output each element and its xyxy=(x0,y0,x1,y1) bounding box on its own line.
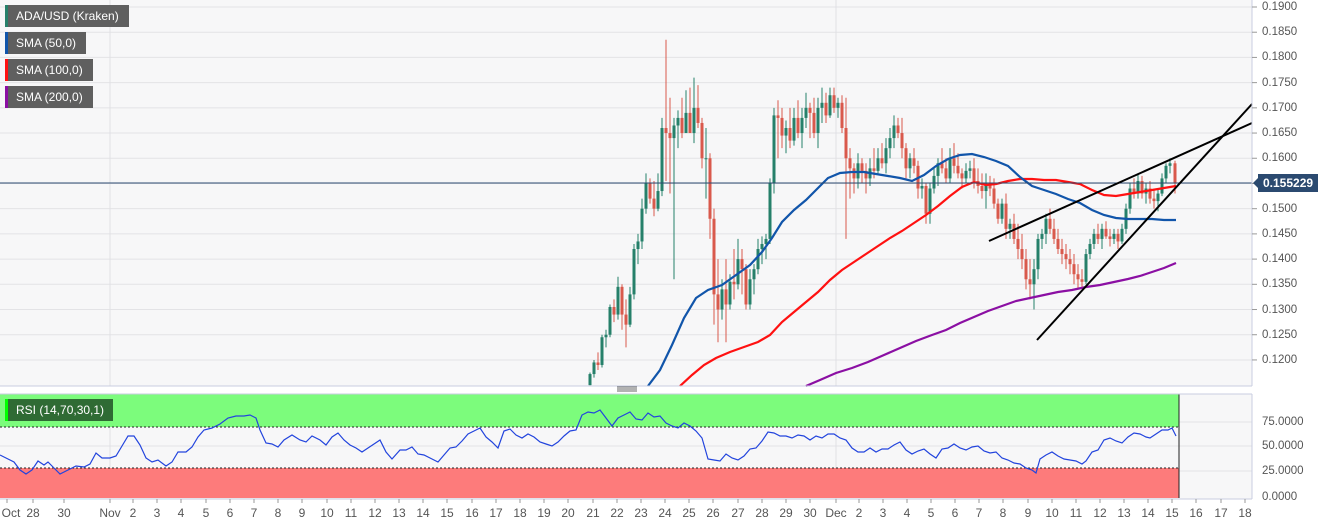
legend-sma100-label: SMA (100,0) xyxy=(16,63,83,77)
time-tick-label: 6 xyxy=(226,506,234,520)
time-tick-label: 9 xyxy=(298,506,306,520)
time-tick-label: 30 xyxy=(803,506,817,520)
price-tick-label: 0.1750 xyxy=(1262,76,1298,89)
price-tick-label: 0.1700 xyxy=(1262,101,1298,114)
rsi-tick-0: 0.0000 xyxy=(1262,491,1298,503)
time-tick-label: 11 xyxy=(1069,506,1083,520)
time-tick-label: 18 xyxy=(1238,506,1252,520)
price-tick-label: 0.1900 xyxy=(1262,1,1298,13)
time-tick-label: 25 xyxy=(682,506,696,520)
legend-instrument-label: ADA/USD (Kraken) xyxy=(16,9,119,23)
trendline-lower xyxy=(1036,103,1253,341)
rsi-line xyxy=(0,409,1177,475)
rsi-oversold-band xyxy=(0,468,1179,498)
instrument-color-swatch xyxy=(5,5,8,27)
time-tick-label: 10 xyxy=(1045,506,1059,520)
time-tick-label: Dec xyxy=(825,506,847,520)
time-tick-label: 16 xyxy=(465,506,479,520)
current-price-tag: 0.155229 xyxy=(1252,174,1319,192)
price-tick-label: 0.1500 xyxy=(1262,202,1298,215)
time-tick-label: 3 xyxy=(879,506,887,520)
price-tick-label: 0.1400 xyxy=(1262,253,1298,266)
price-tick-label: 0.1450 xyxy=(1262,227,1298,240)
price-tick-label: 0.1200 xyxy=(1262,353,1298,366)
sma-50-line xyxy=(647,152,1176,387)
legend-sma50-label: SMA (50,0) xyxy=(16,36,77,50)
price-tick-label: 0.1850 xyxy=(1262,26,1298,39)
time-tick-label: 3 xyxy=(153,506,161,520)
time-tick-label: 7 xyxy=(250,506,258,520)
time-tick-label: 7 xyxy=(975,506,983,520)
time-tick-label: 16 xyxy=(1189,506,1203,520)
time-tick-label: 20 xyxy=(561,506,575,520)
time-tick-label: 4 xyxy=(177,506,185,520)
price-tick-label: 0.1250 xyxy=(1262,328,1298,341)
trendline-upper xyxy=(988,122,1253,242)
rsi-tick-50: 50.0000 xyxy=(1262,440,1304,452)
time-tick-label: 24 xyxy=(658,506,672,520)
sma-200-line xyxy=(805,261,1177,388)
time-tick-label: 26 xyxy=(706,506,720,520)
rsi-color-swatch xyxy=(5,399,8,421)
pane-resize-handle[interactable] xyxy=(617,386,637,392)
time-tick-label: 2 xyxy=(855,506,863,520)
time-tick-label: 29 xyxy=(779,506,793,520)
time-tick-label: 5 xyxy=(927,506,935,520)
time-tick-label: 21 xyxy=(586,506,600,520)
rsi-overbought-band xyxy=(0,394,1179,427)
legend-sma100[interactable]: SMA (100,0) xyxy=(5,59,93,81)
time-tick-label: 28 xyxy=(26,506,40,520)
time-tick-label: 8 xyxy=(274,506,282,520)
rsi-tick-25: 25.0000 xyxy=(1262,465,1304,477)
time-tick-label: 14 xyxy=(416,506,430,520)
time-tick-label: 12 xyxy=(368,506,382,520)
time-tick-label: 22 xyxy=(610,506,624,520)
time-tick-label: 15 xyxy=(1165,506,1179,520)
time-tick-label: 17 xyxy=(489,506,503,520)
rsi-tick-75: 75.0000 xyxy=(1262,416,1304,428)
legend-sma50[interactable]: SMA (50,0) xyxy=(5,32,87,54)
time-tick-label: 19 xyxy=(537,506,551,520)
price-tick-label: 0.1350 xyxy=(1262,278,1298,291)
price-tick-label: 0.1600 xyxy=(1262,152,1298,165)
time-tick-label: Nov xyxy=(99,506,121,520)
time-tick-label: 14 xyxy=(1141,506,1155,520)
sma-100-line xyxy=(679,177,1177,387)
price-tick-label: 0.1650 xyxy=(1262,127,1298,140)
price-tick-label: 0.1800 xyxy=(1262,51,1298,64)
time-tick-label: 8 xyxy=(999,506,1007,520)
time-tick-label: 30 xyxy=(57,506,71,520)
time-tick-label: 2 xyxy=(129,506,137,520)
legend-instrument[interactable]: ADA/USD (Kraken) xyxy=(5,5,129,27)
legend-sma200-label: SMA (200,0) xyxy=(16,90,83,104)
time-tick-label: 11 xyxy=(344,506,358,520)
time-tick-label: 15 xyxy=(440,506,454,520)
time-tick-label: 18 xyxy=(513,506,527,520)
legend-rsi[interactable]: RSI (14,70,30,1) xyxy=(5,399,114,421)
time-tick-label: 23 xyxy=(634,506,648,520)
sma200-color-swatch xyxy=(5,86,8,108)
time-tick-label: 27 xyxy=(731,506,745,520)
time-tick-label: 13 xyxy=(392,506,406,520)
time-tick-label: 12 xyxy=(1093,506,1107,520)
legend-rsi-label: RSI (14,70,30,1) xyxy=(16,403,105,417)
legend-sma200[interactable]: SMA (200,0) xyxy=(5,86,93,108)
time-tick-label: 9 xyxy=(1024,506,1032,520)
time-tick-label: 13 xyxy=(1117,506,1131,520)
sma50-color-swatch xyxy=(5,32,8,54)
price-tick-label: 0.1300 xyxy=(1262,303,1298,316)
time-tick-label: 28 xyxy=(755,506,769,520)
time-tick-label: 4 xyxy=(903,506,911,520)
time-tick-label: Oct xyxy=(1,506,21,520)
time-tick-label: 6 xyxy=(951,506,959,520)
time-tick-label: 5 xyxy=(202,506,210,520)
current-price-value: 0.155229 xyxy=(1263,176,1314,190)
time-tick-label: 17 xyxy=(1214,506,1228,520)
time-tick-label: 10 xyxy=(320,506,334,520)
sma100-color-swatch xyxy=(5,59,8,81)
